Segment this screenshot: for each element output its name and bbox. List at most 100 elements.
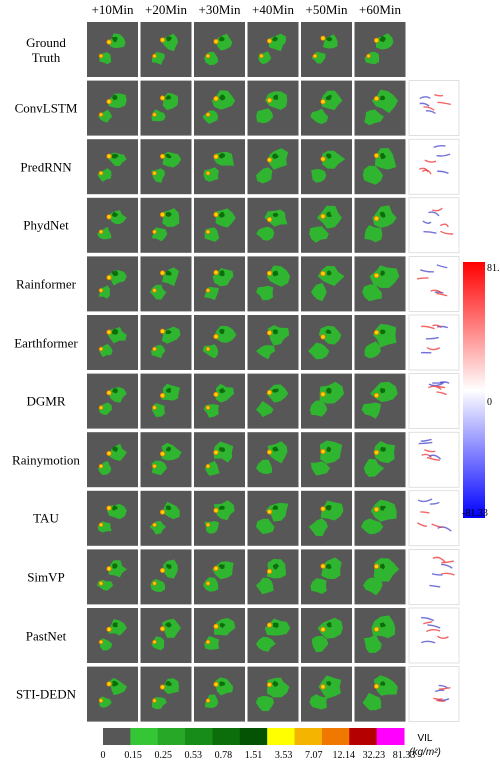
echo-peak bbox=[320, 213, 326, 219]
echo-large bbox=[161, 442, 182, 461]
echo-core bbox=[380, 446, 386, 452]
diff-stroke bbox=[426, 628, 441, 633]
colorbar-label: 1.51 bbox=[245, 750, 263, 761]
diff-stroke bbox=[426, 346, 441, 351]
echo-core bbox=[112, 446, 118, 453]
echo-peak bbox=[159, 153, 166, 159]
colorbar-label: 0.15 bbox=[124, 750, 142, 761]
prediction-cell bbox=[301, 139, 352, 195]
diff-background bbox=[408, 373, 460, 429]
prediction-cell bbox=[354, 666, 406, 722]
echo-large bbox=[323, 34, 338, 49]
echo-small bbox=[309, 226, 329, 243]
colorbar-segment bbox=[130, 728, 159, 745]
cell-background bbox=[247, 432, 299, 488]
echo-core bbox=[165, 505, 172, 511]
echo-core bbox=[165, 95, 171, 100]
echo-core bbox=[111, 211, 119, 218]
prediction-cell bbox=[140, 373, 192, 429]
diff-stroke bbox=[432, 556, 446, 563]
diff-stroke bbox=[434, 291, 444, 294]
diff-stroke bbox=[429, 501, 440, 505]
row-label: STI-DEDN bbox=[16, 686, 76, 702]
diff-stroke bbox=[440, 230, 454, 235]
echo-large bbox=[265, 502, 289, 522]
prediction-cell bbox=[194, 490, 245, 546]
echo-small bbox=[363, 634, 382, 653]
echo-peak bbox=[98, 170, 104, 176]
echo-peak bbox=[159, 270, 166, 276]
echo-peak bbox=[152, 288, 157, 293]
echo-small bbox=[361, 402, 381, 419]
echo-small bbox=[99, 343, 113, 358]
echo-peak bbox=[159, 37, 166, 43]
prediction-cell bbox=[194, 608, 245, 663]
prediction-cell bbox=[140, 197, 192, 253]
echo-small bbox=[363, 577, 383, 596]
echo-peak bbox=[373, 506, 380, 512]
echo-peak bbox=[152, 464, 157, 469]
echo-core bbox=[379, 211, 386, 218]
difference-cell bbox=[408, 197, 460, 254]
prediction-cell bbox=[301, 666, 352, 722]
echo-small bbox=[309, 400, 328, 417]
echo-core bbox=[166, 446, 171, 452]
prediction-cell bbox=[354, 373, 406, 429]
echo-large bbox=[267, 148, 289, 170]
echo-peak bbox=[106, 450, 112, 457]
echo-peak bbox=[98, 522, 104, 527]
diff-stroke bbox=[428, 385, 442, 390]
prediction-cell bbox=[194, 80, 245, 136]
echo-peak bbox=[152, 346, 157, 352]
diff-stroke bbox=[417, 498, 433, 503]
difference-cell bbox=[408, 314, 460, 371]
cell-background bbox=[87, 490, 138, 546]
echo-small bbox=[361, 518, 384, 535]
cell-background bbox=[301, 22, 352, 77]
echo-core bbox=[272, 329, 279, 335]
diff-stroke bbox=[421, 616, 435, 622]
cell-background bbox=[247, 256, 299, 312]
echo-small bbox=[256, 518, 275, 534]
echo-peak bbox=[213, 565, 219, 571]
echo-large bbox=[108, 619, 127, 636]
difference-cell bbox=[408, 256, 460, 312]
prediction-cell bbox=[247, 315, 299, 370]
diff-stroke bbox=[418, 441, 433, 445]
prediction-cell bbox=[247, 197, 299, 253]
diff-stroke bbox=[436, 264, 448, 269]
echo-core bbox=[165, 622, 172, 628]
echo-peak bbox=[152, 639, 157, 645]
echo-small bbox=[363, 458, 385, 478]
cell-background bbox=[354, 373, 406, 429]
echo-peak bbox=[373, 626, 380, 632]
prediction-cell bbox=[140, 80, 192, 136]
echo-peak bbox=[259, 53, 264, 59]
echo-core bbox=[112, 505, 118, 511]
column-header: +50Min bbox=[305, 2, 348, 17]
row-label: Earthformer bbox=[14, 335, 78, 350]
echo-core bbox=[326, 211, 332, 217]
echo-peak bbox=[106, 390, 112, 396]
cell-background bbox=[140, 490, 192, 546]
diff-stroke bbox=[431, 523, 443, 528]
echo-peak bbox=[373, 215, 380, 222]
echo-core bbox=[219, 681, 226, 687]
prediction-cell bbox=[301, 608, 352, 663]
echo-core bbox=[326, 153, 332, 159]
prediction-cell bbox=[87, 315, 138, 370]
echo-peak bbox=[266, 97, 273, 103]
echo-core bbox=[326, 681, 332, 686]
diff-stroke bbox=[423, 106, 435, 111]
diff-background bbox=[408, 256, 460, 312]
echo-peak bbox=[320, 99, 326, 105]
echo-small bbox=[362, 165, 384, 185]
diff-stroke bbox=[431, 207, 443, 212]
echo-peak bbox=[266, 509, 273, 515]
cell-background bbox=[87, 315, 138, 370]
echo-peak bbox=[205, 229, 211, 234]
echo-peak bbox=[320, 626, 326, 633]
echo-small bbox=[98, 402, 112, 415]
cell-background bbox=[87, 256, 138, 312]
diff-stroke bbox=[436, 292, 448, 297]
